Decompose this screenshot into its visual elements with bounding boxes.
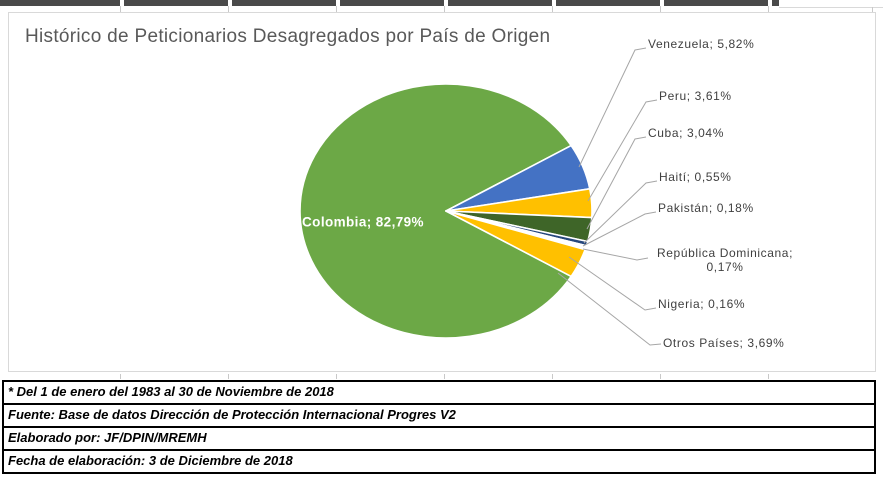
leader-line-nigeria (568, 256, 657, 311)
gridline-tick (768, 374, 769, 379)
gridline-tick (120, 6, 121, 12)
pie-callout-nigeria[interactable]: Nigeria; 0,16% (658, 297, 746, 311)
gridline-tick (444, 374, 445, 379)
leader-line-republica-dominicana (582, 248, 649, 261)
gridline-tick (660, 374, 661, 379)
cells-top-border-bar (0, 0, 779, 6)
pie-callout-venezuela[interactable]: Venezuela; 5,82% (648, 37, 755, 51)
pie-callout-haiti[interactable]: Haití; 0,55% (659, 170, 732, 184)
note-row-period[interactable]: * Del 1 de enero del 1983 al 30 de Novie… (2, 382, 876, 405)
cell-boundary-notch (552, 0, 556, 6)
note-row-source[interactable]: Fuente: Base de datos Dirección de Prote… (2, 405, 876, 428)
pie-callout-peru[interactable]: Peru; 3,61% (659, 89, 732, 103)
gridline-tick (444, 6, 445, 12)
pie-chart (299, 47, 662, 346)
pie-label-colombia[interactable]: Colombia; 82,79% (302, 214, 424, 230)
chart-area[interactable]: Histórico de Peticionarios Desagregados … (8, 12, 876, 372)
cell-boundary-notch (120, 0, 124, 6)
leader-line-venezuela (578, 47, 647, 168)
gridline-tick (336, 6, 337, 12)
gridline-tick (228, 374, 229, 379)
note-row-date[interactable]: Fecha de elaboración: 3 de Diciembre de … (2, 451, 876, 474)
gridline-tick-right (872, 7, 873, 12)
cell-boundary-notch (768, 0, 772, 6)
pie-callout-republica-dominicana[interactable]: República Dominicana; 0,17% (657, 246, 793, 274)
gridline-tick (336, 374, 337, 379)
cell-boundary-notch (228, 0, 232, 6)
leader-line-cuba (586, 136, 647, 230)
notes-table: * Del 1 de enero del 1983 al 30 de Novie… (2, 380, 876, 474)
cell-boundary-notch (444, 0, 448, 6)
pie-slice-colombia[interactable] (299, 83, 572, 339)
gridline-tick (552, 374, 553, 379)
leader-line-otros-paises (557, 272, 662, 346)
pie-callout-otros-paises[interactable]: Otros Países; 3,69% (663, 336, 785, 350)
gridline-tick (552, 6, 553, 12)
pie-callout-pakistan[interactable]: Pakistán; 0,18% (658, 201, 754, 215)
cell-boundary-notch (336, 0, 340, 6)
note-row-author[interactable]: Elaborado por: JF/DPIN/MREMH (2, 428, 876, 451)
gridline-tick (120, 374, 121, 379)
leader-line-pakistan (582, 211, 657, 247)
cell-boundary-notch (660, 0, 664, 6)
leader-line-peru (587, 99, 658, 202)
pie-callout-cuba[interactable]: Cuba; 3,04% (648, 126, 724, 140)
gridline-top-right (779, 7, 883, 8)
gridline-tick (228, 6, 229, 12)
leader-line-haiti (583, 180, 658, 244)
gridline-tick (768, 6, 769, 12)
chart-title[interactable]: Histórico de Peticionarios Desagregados … (25, 26, 551, 47)
gridline-tick (660, 6, 661, 12)
